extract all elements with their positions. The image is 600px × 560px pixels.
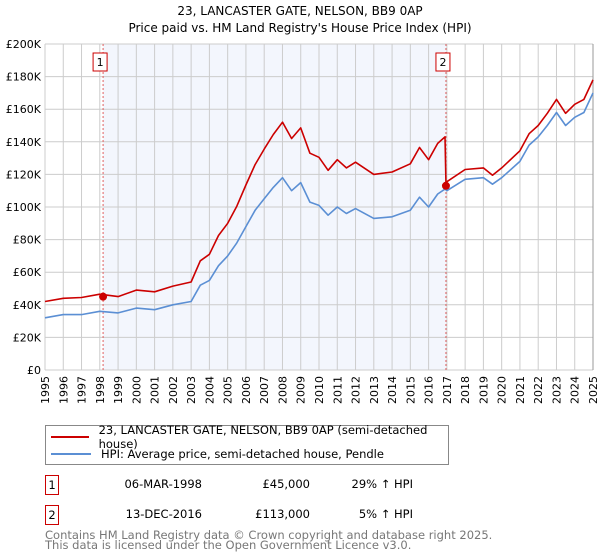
property-series-line [44, 79, 594, 303]
x-tick-label: 2014 [386, 376, 399, 404]
sale-number-badge: 1 [45, 475, 59, 495]
sale-date: 06-MAR-1998 [124, 477, 202, 491]
x-tick-label: 2008 [276, 376, 289, 404]
x-tick-label: 1998 [94, 376, 107, 404]
x-tick-label: 2021 [514, 376, 527, 404]
sale-hpi-diff: 29% ↑ HPI [351, 477, 413, 491]
hpi-series-line [44, 92, 594, 319]
x-tick-label: 2017 [441, 376, 454, 404]
sale-row-2: 2 13-DEC-2016 £113,000 5% ↑ HPI [45, 505, 465, 527]
y-tick-label: £60K [13, 266, 42, 279]
x-tick-label: 2011 [331, 376, 344, 404]
x-tick-label: 2018 [459, 376, 472, 404]
sale-price: £113,000 [255, 507, 310, 521]
y-tick-label: £100K [6, 201, 42, 214]
x-tick-label: 2001 [149, 376, 162, 404]
x-tick-label: 2000 [130, 376, 143, 404]
sale-label-box [435, 52, 451, 72]
sale-number-badge: 2 [45, 505, 59, 525]
legend: 23, LANCASTER GATE, NELSON, BB9 0AP (sem… [45, 423, 449, 465]
y-tick-label: £140K [6, 136, 42, 149]
x-tick-label: 1996 [57, 376, 70, 404]
x-tick-label: 1995 [39, 376, 52, 404]
x-tick-label: 2012 [350, 376, 363, 404]
chart-title: 23, LANCASTER GATE, NELSON, BB9 0AP [177, 4, 422, 18]
x-tick-label: 2010 [313, 376, 326, 404]
chart-subtitle: Price paid vs. HM Land Registry's House … [128, 21, 471, 35]
y-tick-label: £200K [6, 38, 42, 51]
sale-point [99, 292, 108, 301]
legend-swatch-blue [51, 453, 91, 455]
x-tick-label: 2015 [404, 376, 417, 404]
sale-point [441, 181, 450, 190]
x-tick-label: 2019 [477, 376, 490, 404]
sale-label-box [92, 52, 108, 72]
x-tick-label: 2006 [240, 376, 253, 404]
x-tick-label: 2023 [550, 376, 563, 404]
legend-swatch-red [51, 436, 89, 438]
sale-label-number: 1 [97, 56, 104, 69]
y-tick-label: £180K [6, 71, 42, 84]
x-tick-label: 2002 [167, 376, 180, 404]
x-tick-label: 2016 [423, 376, 436, 404]
y-tick-label: £80K [13, 234, 42, 247]
y-tick-label: £40K [13, 299, 42, 312]
x-tick-label: 2024 [569, 376, 582, 404]
sale-label-number: 2 [439, 56, 446, 69]
x-tick-label: 2013 [368, 376, 381, 404]
x-tick-label: 2025 [587, 376, 600, 404]
x-tick-label: 1997 [76, 376, 89, 404]
legend-item-hpi: HPI: Average price, semi-detached house,… [51, 446, 384, 462]
sale-price: £45,000 [262, 477, 310, 491]
y-tick-label: £120K [6, 168, 42, 181]
legend-label: HPI: Average price, semi-detached house,… [101, 447, 384, 461]
sale-hpi-diff: 5% ↑ HPI [358, 507, 413, 521]
x-tick-label: 2007 [258, 376, 271, 404]
y-tick-label: £160K [6, 103, 42, 116]
sale-date: 13-DEC-2016 [125, 507, 202, 521]
x-tick-label: 2003 [185, 376, 198, 404]
x-tick-label: 2020 [496, 376, 509, 404]
x-tick-label: 1999 [112, 376, 125, 404]
x-tick-label: 2004 [203, 376, 216, 404]
footer-attribution: Contains HM Land Registry data © Crown c… [45, 528, 493, 552]
sale-row-1: 1 06-MAR-1998 £45,000 29% ↑ HPI [45, 475, 465, 497]
x-tick-label: 2022 [532, 376, 545, 404]
legend-item-property: 23, LANCASTER GATE, NELSON, BB9 0AP (sem… [51, 423, 448, 451]
y-tick-label: £0 [27, 364, 41, 377]
y-tick-label: £20K [13, 331, 42, 344]
price-chart: 23, LANCASTER GATE, NELSON, BB9 0AP Pric… [6, 4, 600, 404]
footer-line: This data is licensed under the Open Gov… [45, 538, 412, 552]
x-tick-label: 2009 [295, 376, 308, 404]
footer-line: Contains HM Land Registry data © Crown c… [45, 528, 493, 542]
legend-label: 23, LANCASTER GATE, NELSON, BB9 0AP (sem… [98, 423, 428, 451]
x-tick-label: 2005 [222, 376, 235, 404]
